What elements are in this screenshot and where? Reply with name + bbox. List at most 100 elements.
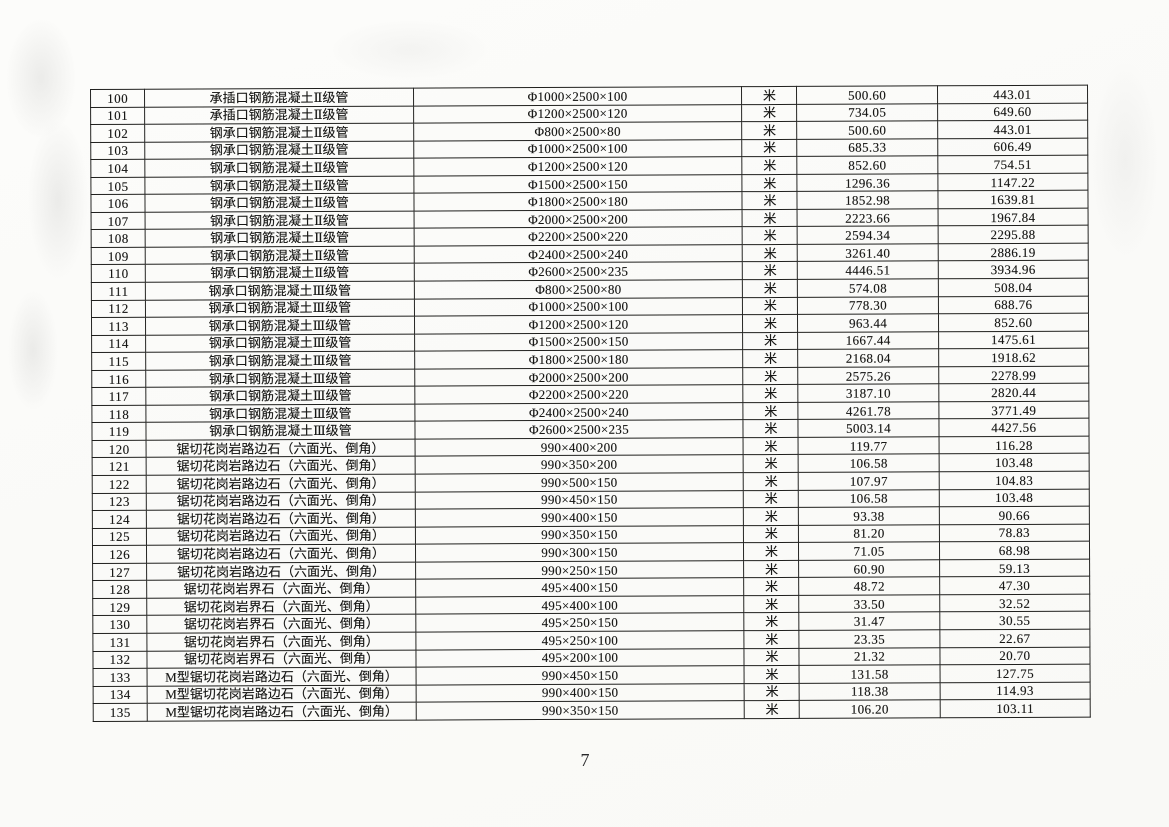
spec-cell: 990×500×150 (414, 472, 744, 492)
spec-cell: 990×350×150 (415, 700, 745, 720)
item-name-cell: 锯切花岗岩界石（六面光、倒角） (146, 632, 416, 651)
table-row: 135 M型锯切花岗岩路边石（六面光、倒角） 990×350×150 米 106… (93, 699, 1091, 722)
price-cell-primary: 2223.66 (797, 208, 938, 227)
unit-cell: 米 (744, 665, 800, 684)
scan-artifact (6, 18, 76, 138)
price-cell-primary: 4261.78 (798, 401, 939, 420)
spec-cell: 495×250×100 (415, 630, 745, 650)
unit-cell: 米 (743, 489, 799, 508)
row-no-cell: 107 (91, 212, 146, 230)
unit-cell: 米 (744, 647, 800, 666)
scan-artifact (28, 120, 88, 280)
row-no-cell: 111 (91, 282, 146, 301)
item-name-cell: 钢承口钢筋混凝土Ⅲ级管 (145, 281, 415, 300)
price-cell-primary: 1852.98 (797, 191, 938, 210)
unit-cell: 米 (743, 560, 800, 578)
price-cell-secondary: 1475.61 (938, 330, 1089, 350)
unit-cell: 米 (743, 472, 799, 491)
item-name-cell: 钢承口钢筋混凝土Ⅱ级管 (145, 193, 414, 213)
spec-cell: Φ1000×2500×100 (413, 86, 742, 106)
unit-cell: 米 (741, 103, 798, 122)
item-name-cell: 锯切花岗岩路边石（六面光、倒角） (146, 439, 415, 458)
price-cell-primary: 3187.10 (798, 384, 939, 403)
row-no-cell: 131 (92, 633, 148, 651)
row-no-cell: 119 (91, 422, 147, 441)
price-cell-secondary: 32.52 (939, 594, 1090, 613)
item-name-cell: 钢承口钢筋混凝土Ⅱ级管 (145, 228, 414, 248)
price-cell-secondary: 90.66 (939, 506, 1090, 525)
price-cell-primary: 734.05 (796, 103, 938, 122)
price-cell-primary: 685.33 (797, 138, 938, 157)
price-cell-secondary: 2886.19 (937, 243, 1089, 262)
price-cell-primary: 1296.36 (797, 173, 938, 192)
price-cell-primary: 48.72 (799, 577, 940, 596)
row-no-cell: 129 (92, 598, 147, 616)
price-cell-primary: 963.44 (797, 313, 939, 333)
row-no-cell: 100 (90, 89, 145, 108)
row-no-cell: 109 (91, 247, 146, 265)
row-no-cell: 127 (92, 563, 147, 581)
spec-cell: Φ1200×2500×120 (413, 156, 743, 176)
row-no-cell: 110 (91, 264, 146, 283)
unit-cell: 米 (743, 542, 799, 561)
price-table-body: 100 承插口钢筋混凝土Ⅱ级管 Φ1000×2500×100 米 500.60 … (90, 85, 1091, 722)
item-name-cell: 钢承口钢筋混凝土Ⅲ级管 (145, 386, 415, 406)
price-cell-secondary: 1147.22 (937, 172, 1088, 192)
unit-cell: 米 (742, 332, 799, 350)
spec-cell: Φ1000×2500×100 (414, 297, 743, 317)
row-no-cell: 106 (90, 194, 146, 213)
price-cell-secondary: 443.01 (937, 120, 1088, 139)
price-cell-secondary: 508.04 (938, 278, 1089, 297)
spec-cell: Φ1200×2500×120 (413, 104, 742, 124)
price-cell-secondary: 649.60 (937, 102, 1088, 121)
price-cell-primary: 60.90 (798, 559, 940, 578)
item-name-cell: 钢承口钢筋混凝土Ⅱ级管 (144, 140, 414, 160)
price-cell-secondary: 2295.88 (937, 225, 1089, 244)
spec-cell: Φ2000×2500×200 (413, 209, 743, 229)
row-no-cell: 122 (92, 475, 147, 494)
row-no-cell: 130 (92, 615, 147, 634)
item-name-cell: 锯切花岗岩路边石（六面光、倒角） (146, 561, 416, 581)
row-no-cell: 124 (92, 510, 147, 529)
spec-cell: 990×450×150 (415, 665, 745, 685)
price-table: 100 承插口钢筋混凝土Ⅱ级管 Φ1000×2500×100 米 500.60 … (90, 85, 1091, 722)
price-cell-primary: 1667.44 (797, 331, 939, 350)
item-name-cell: 承插口钢筋混凝土Ⅱ级管 (144, 88, 414, 107)
item-name-cell: 钢承口钢筋混凝土Ⅲ级管 (145, 351, 415, 371)
price-cell-primary: 852.60 (797, 155, 938, 175)
spec-cell: Φ800×2500×80 (413, 121, 743, 141)
row-no-cell: 132 (92, 650, 148, 669)
item-name-cell: 钢承口钢筋混凝土Ⅱ级管 (144, 175, 414, 195)
item-name-cell: 钢承口钢筋混凝土Ⅲ级管 (145, 298, 415, 318)
price-cell-primary: 131.58 (799, 664, 940, 684)
price-cell-secondary: 104.83 (938, 471, 1090, 490)
price-cell-primary: 2575.26 (798, 366, 939, 385)
spec-cell: Φ1000×2500×100 (413, 139, 743, 159)
price-cell-primary: 500.60 (797, 120, 938, 140)
price-cell-primary: 5003.14 (798, 419, 939, 438)
row-no-cell: 134 (93, 685, 148, 704)
unit-cell: 米 (744, 612, 800, 631)
price-cell-primary: 21.32 (799, 647, 940, 666)
unit-cell: 米 (742, 139, 798, 157)
unit-cell: 米 (742, 226, 798, 245)
unit-cell: 米 (742, 349, 799, 368)
spec-cell: 495×400×150 (415, 577, 744, 597)
price-cell-primary: 119.77 (798, 436, 939, 455)
unit-cell: 米 (742, 314, 798, 333)
row-no-cell: 113 (91, 317, 146, 336)
price-cell-secondary: 852.60 (938, 313, 1089, 332)
price-cell-secondary: 22.67 (939, 629, 1090, 648)
price-cell-secondary: 1639.81 (937, 190, 1089, 209)
unit-cell: 米 (743, 419, 799, 438)
price-cell-primary: 2168.04 (798, 349, 939, 368)
spec-cell: Φ2400×2500×240 (413, 244, 743, 264)
item-name-cell: M型锯切花岗岩路边石（六面光、倒角） (147, 702, 416, 721)
page-number: 7 (580, 750, 590, 770)
item-name-cell: 锯切花岗岩路边石（六面光、倒角） (146, 491, 415, 511)
unit-cell: 米 (743, 437, 799, 456)
item-name-cell: 钢承口钢筋混凝土Ⅱ级管 (145, 246, 414, 265)
spec-cell: 990×350×200 (414, 455, 744, 475)
item-name-cell: 锯切花岗岩路边石（六面光、倒角） (146, 544, 416, 564)
